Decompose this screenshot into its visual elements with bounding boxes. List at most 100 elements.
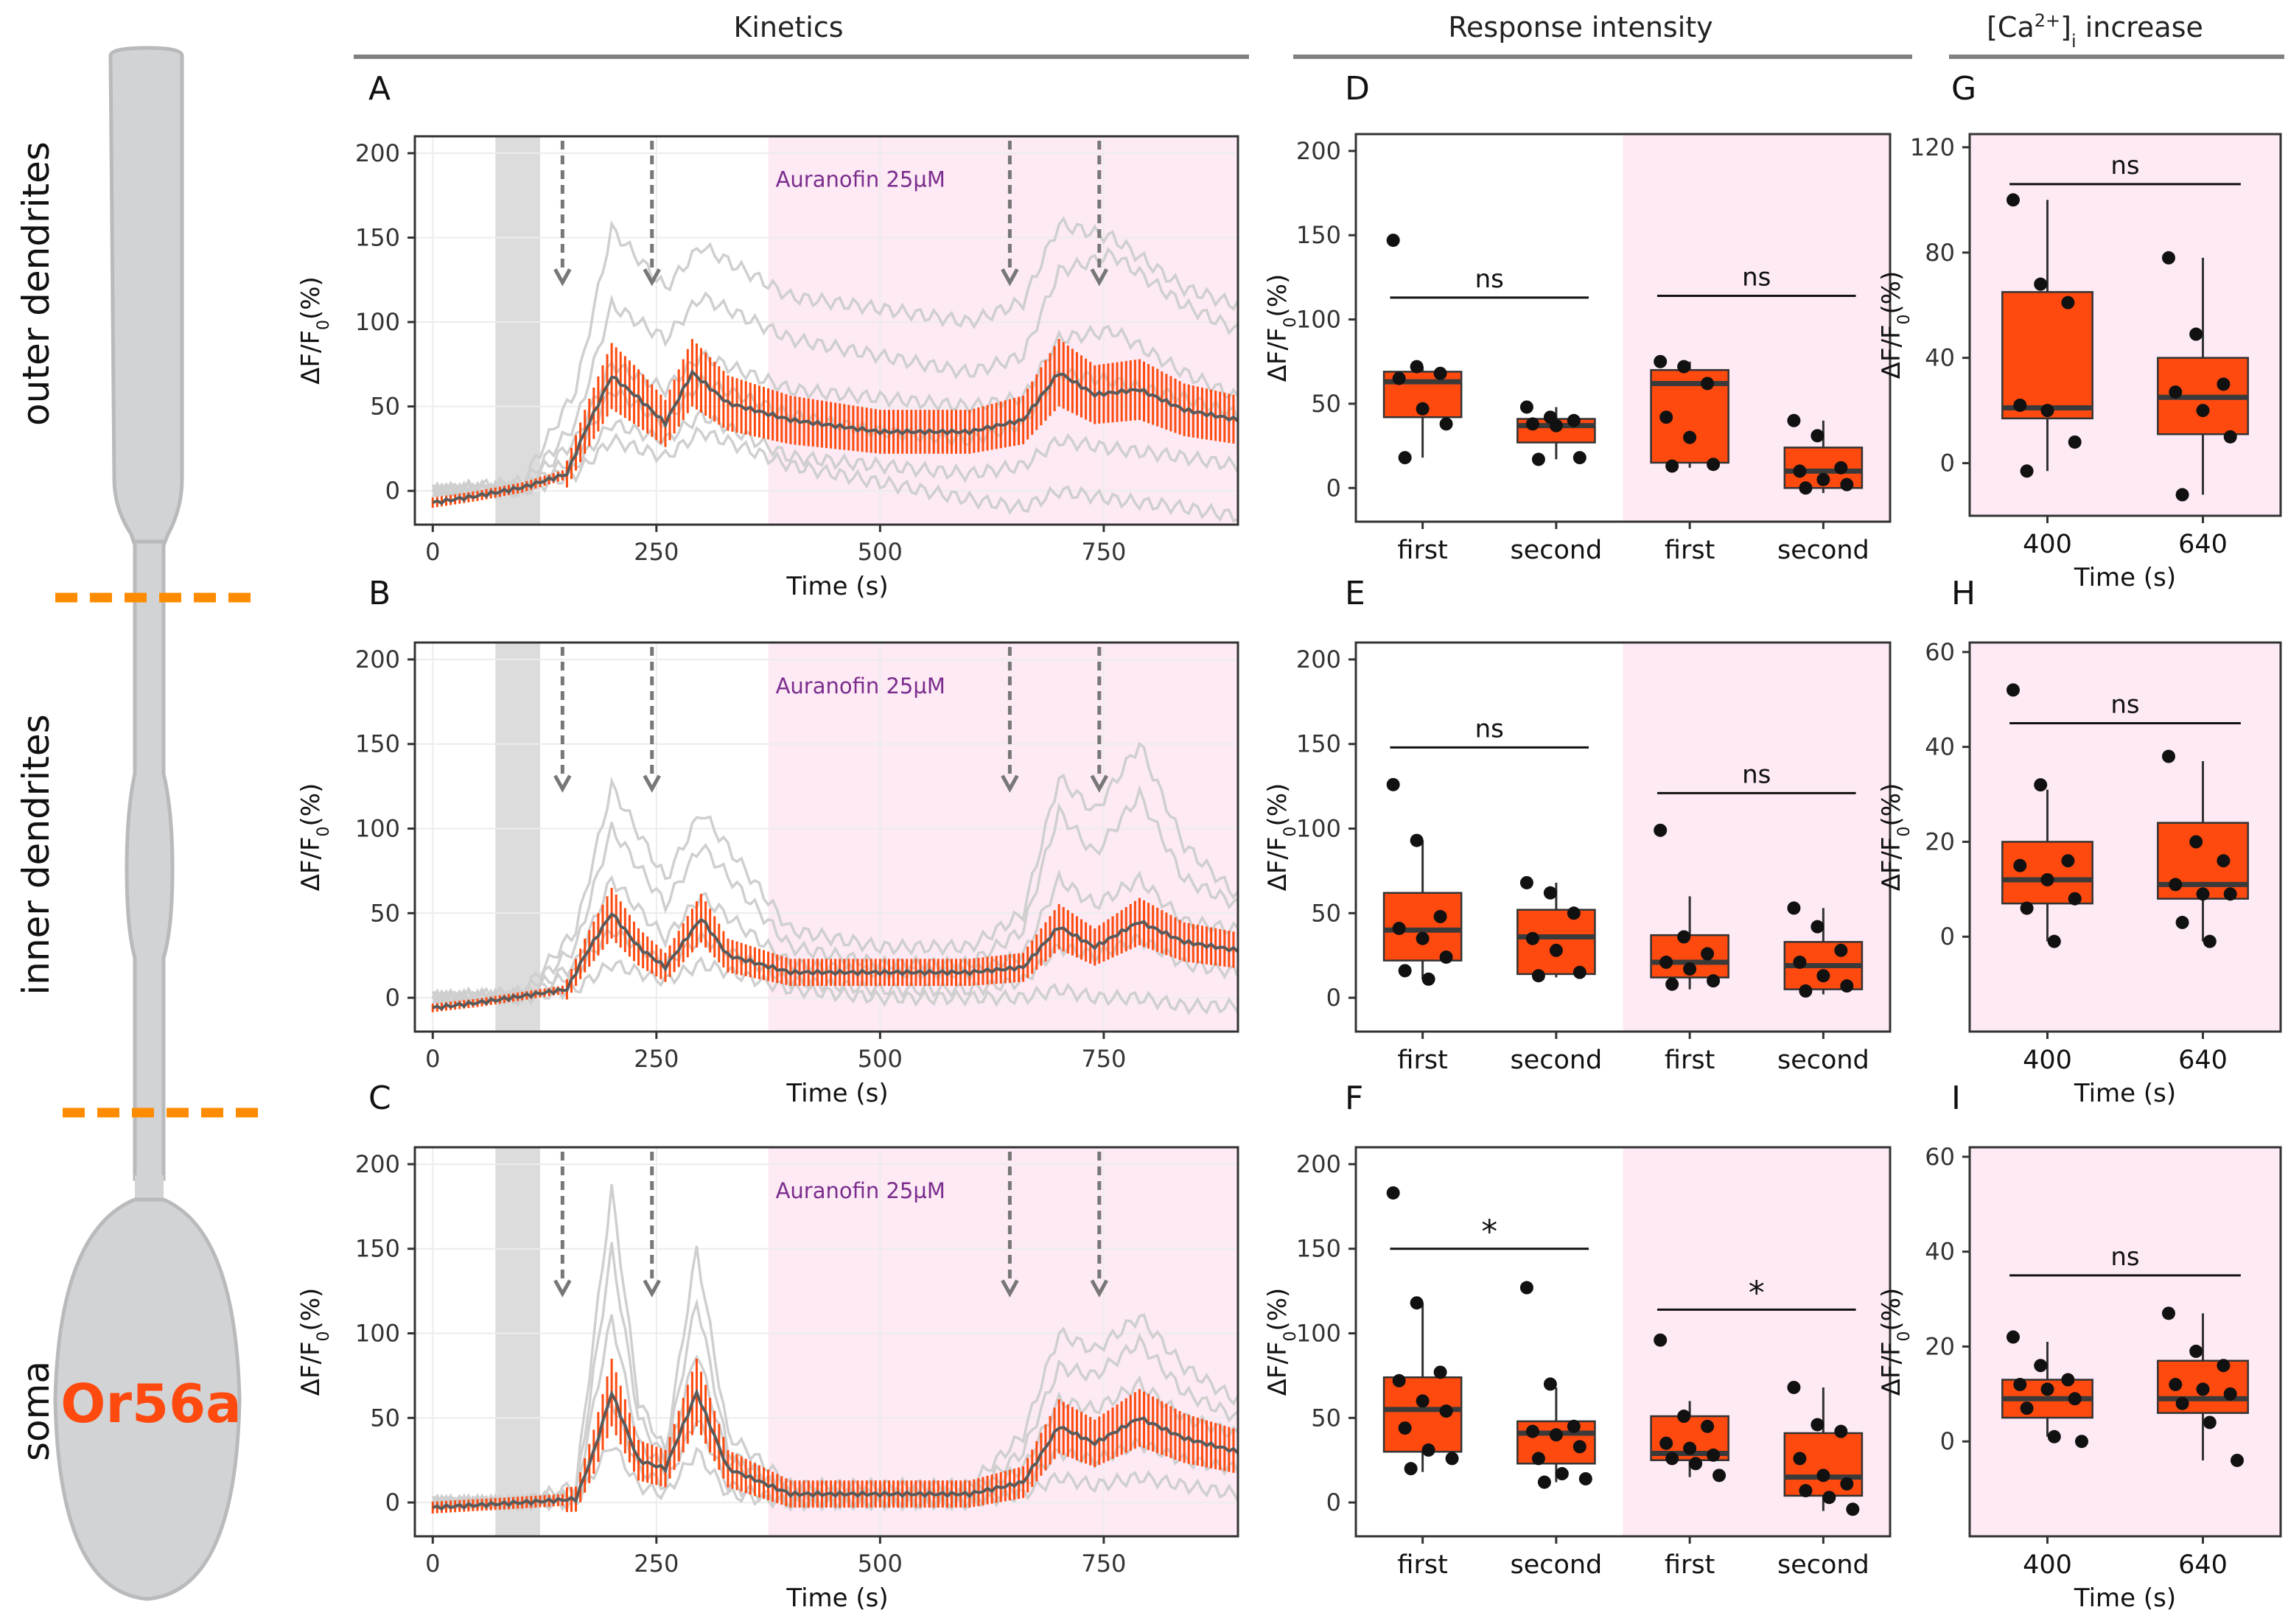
x-tick-label: first	[1665, 1046, 1715, 1075]
x-tick-label: 250	[634, 1550, 679, 1578]
x-tick-label: 400	[2023, 1046, 2072, 1075]
x-tick-label: second	[1777, 1550, 1869, 1580]
panel-letter: A	[368, 70, 391, 108]
panel-letter: D	[1345, 70, 1370, 108]
data-point	[1816, 472, 1830, 486]
data-point	[1543, 1377, 1557, 1391]
treatment-label: Auranofin 25µM	[776, 167, 945, 192]
data-point	[1398, 1421, 1412, 1435]
data-point	[1525, 931, 1539, 945]
y-tick-label: 50	[370, 1404, 400, 1432]
data-point	[1398, 451, 1412, 465]
plot-frame	[1968, 133, 2282, 517]
panel-letter: E	[1345, 575, 1365, 612]
data-point	[1567, 1419, 1581, 1433]
data-point	[2169, 1377, 2183, 1391]
panel-letter: C	[368, 1079, 391, 1117]
x-tick-label: first	[1665, 536, 1715, 565]
data-point	[1392, 921, 1406, 935]
x-tick-label: second	[1777, 1046, 1869, 1075]
data-point	[1549, 1428, 1563, 1442]
data-point	[2217, 1359, 2231, 1373]
data-point	[2013, 1377, 2027, 1391]
treatment-label: Auranofin 25µM	[776, 1178, 945, 1203]
data-point	[1549, 943, 1563, 957]
x-tick-label: 640	[2178, 530, 2228, 559]
data-point	[1840, 979, 1854, 993]
data-point	[2020, 901, 2034, 915]
data-point	[2161, 749, 2175, 763]
data-point	[1392, 1373, 1406, 1387]
stimulus-arrowhead	[553, 268, 572, 287]
y-tick-label: 150	[1296, 730, 1341, 758]
trace-line	[432, 785, 1239, 1007]
y-axis-label: ΔF/F0(%)	[296, 1288, 333, 1396]
data-point	[1659, 410, 1673, 424]
data-point	[2047, 934, 2061, 948]
y-axis-label: ΔF/F0(%)	[1263, 274, 1300, 382]
x-tick-label: second	[1777, 536, 1869, 565]
y-tick-label: 0	[385, 1488, 400, 1516]
data-point	[1416, 1394, 1430, 1408]
data-point	[2196, 1382, 2210, 1396]
x-tick-label: first	[1397, 1046, 1447, 1075]
y-tick-label: 0	[1940, 1427, 1955, 1455]
plot-frame	[1968, 641, 2282, 1033]
data-point	[1787, 901, 1801, 915]
x-tick-label: 500	[858, 538, 903, 566]
data-point	[2223, 1387, 2237, 1401]
header-ca: [Ca2+]i increase	[1987, 10, 2203, 52]
data-point	[1654, 823, 1668, 837]
mean-line	[432, 912, 1239, 1011]
data-point	[1712, 1469, 1727, 1483]
data-point	[1659, 955, 1673, 969]
data-point	[1519, 875, 1533, 889]
plot-frame	[413, 135, 1239, 526]
data-point	[1386, 777, 1400, 791]
data-point	[1537, 1475, 1551, 1489]
data-point	[1816, 969, 1830, 983]
panel-letter: F	[1345, 1079, 1363, 1117]
data-point	[1665, 1452, 1679, 1466]
data-point	[1392, 371, 1406, 385]
data-point	[1811, 1418, 1825, 1432]
data-point	[1701, 947, 1715, 961]
data-point	[2189, 1344, 2203, 1358]
data-point	[1799, 481, 1813, 495]
data-point	[1834, 943, 1848, 957]
data-point	[1525, 417, 1539, 431]
neuron-inner-dendrite	[125, 539, 175, 1181]
data-point	[1834, 461, 1848, 475]
data-point	[2013, 858, 2027, 872]
y-axis-label: ΔF/F0(%)	[296, 783, 333, 892]
data-point	[2223, 887, 2237, 901]
panel-c: C Auranofin 25µM 0 50 100 150 200 0 250 500 750 Tim…	[296, 1079, 1239, 1613]
data-point	[1822, 1491, 1836, 1505]
x-tick-label: second	[1510, 536, 1602, 565]
data-point	[1567, 413, 1581, 427]
panel-d: Dns ns 0 50 100 150 200 first second first second Δ…	[1263, 70, 1892, 565]
y-tick-label: 50	[1311, 390, 1341, 418]
stimulus-arrowhead	[643, 774, 661, 793]
panel-letter: G	[1951, 70, 1976, 108]
y-tick-label: 100	[1296, 306, 1341, 334]
panel-letter: B	[368, 575, 391, 612]
data-point	[1386, 1186, 1400, 1200]
panel-f: F * * 0 50 100 150 200 first second first second ΔF/…	[1263, 1079, 1892, 1580]
y-tick-label: 100	[355, 1320, 400, 1348]
data-point	[1421, 972, 1435, 986]
stimulus-arrowhead	[1001, 1279, 1019, 1298]
y-tick-label: 150	[1296, 221, 1341, 249]
data-point	[2223, 430, 2237, 444]
data-point	[1707, 974, 1721, 988]
x-tick-label: 400	[2023, 1550, 2072, 1580]
data-point	[1689, 1457, 1703, 1471]
data-point	[1799, 1484, 1813, 1498]
data-point	[1793, 1452, 1807, 1466]
data-point	[1531, 1452, 1545, 1466]
data-point	[2161, 251, 2175, 265]
data-point	[1840, 1477, 1854, 1491]
data-point	[2020, 464, 2034, 478]
